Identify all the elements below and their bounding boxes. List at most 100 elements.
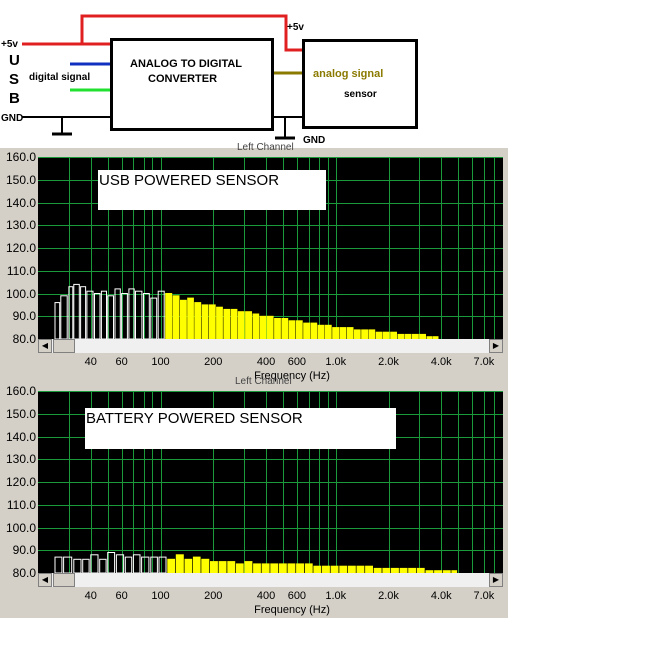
y-axis-ticks: 160.0 150.0 140.0 130.0 120.0 110.0 100.0 90.0 8… [0,148,38,348]
spectrum-bar [259,315,267,339]
spectrum-bar [382,331,390,339]
spectrum-bar [210,561,218,573]
x-tick-label: 7.0k [473,356,495,368]
spectrum-bar [230,308,238,339]
scroll-thumb[interactable] [53,573,75,587]
spectrum-bar [252,313,260,339]
spectrum-bar [330,565,339,573]
usb-letter-u: U [9,52,20,69]
x-tick-label: 600 [287,590,307,602]
scroll-thumb[interactable] [53,339,75,353]
x-tick-label: 200 [204,356,223,368]
spectrum-bar [304,563,313,573]
spectrum-bar [194,302,202,339]
spectrum-bar [201,558,210,573]
y-tick-label: 90.0 [12,543,36,558]
plus5v-top-label: +5v [287,22,304,33]
x-tick-label: 40 [84,356,97,368]
x-tick-label: 1.0k [325,356,347,368]
spectrum-bar [346,327,354,339]
spectrum-bar [237,311,245,339]
spectrum-bar [227,561,236,573]
battery-spectrum-panel: Left Channel BATTERY POWERED SENSOR 160.… [0,376,508,618]
y-tick-label: 80.0 [12,566,36,580]
spectrum-bar [73,558,82,573]
x-axis-label: Frequency (Hz) [254,370,330,382]
x-axis-ticks: 40 60 100 200 400 600 1.0k 2.0k 4.0k 7.0k [38,590,503,604]
spectrum-bar [201,304,209,339]
usb-letter-b: B [9,90,20,107]
spectrum-bar [180,299,187,339]
y-tick-label: 150.0 [5,406,36,421]
spectrum-bar [353,329,361,339]
spectrum-bar [94,293,101,339]
scroll-left-button[interactable]: ◀ [38,573,52,587]
spectrum-bar [281,318,289,339]
spectrum-bar [175,554,184,573]
scroll-left-button[interactable]: ◀ [38,339,52,353]
x-tick-label: 400 [256,590,276,602]
scroll-right-button[interactable]: ▶ [489,573,503,587]
x-tick-label: 2.0k [378,590,399,602]
y-tick-label: 130.0 [5,218,36,233]
x-axis-label: Frequency (Hz) [254,604,330,616]
y-tick-label: 130.0 [5,452,36,467]
x-tick-label: 600 [287,356,307,368]
x-tick-label: 60 [115,590,128,602]
gnd-left-label: GND [1,113,24,124]
y-tick-label: 100.0 [5,286,36,301]
y-tick-label: 160.0 [5,150,36,164]
y-tick-label: 120.0 [5,475,36,489]
chart-header: Left Channel [237,142,294,153]
spectrum-bar [54,302,61,339]
spectrum-bar [208,304,216,339]
x-tick-label: 2.0k [378,356,399,368]
spectrum-bar [310,322,318,339]
y-tick-label: 110.0 [6,497,36,512]
spectrum-bar [324,324,332,339]
spectrum-bar [165,293,173,339]
analog-signal-label: analog signal [313,68,384,80]
spectrum-bar [124,556,133,573]
adc-title-line2: CONVERTER [148,73,218,85]
spectrum-bar [143,293,150,339]
spectrum-bar [223,308,231,339]
spectrum-bar [390,331,398,339]
spectrum-bar [54,556,63,573]
usb-spectrum-panel: Left Channel USB POWERED SENSOR 160.0 150… [0,142,508,384]
spectrum-bar [141,556,150,573]
spectrum-bar [150,297,158,339]
spectrum-bar [63,556,73,573]
chart-header: Left Channel [235,376,292,387]
x-tick-label: 4.0k [430,356,452,368]
spectrum-bar [253,563,261,573]
spectrum-bar [278,563,287,573]
x-tick-label: 100 [151,590,170,602]
scroll-right-button[interactable]: ▶ [489,339,503,353]
y-tick-label: 80.0 [12,332,36,346]
x-tick-label: 7.0k [473,590,495,602]
spectrum-bar [73,283,80,339]
digital-signal-label: digital signal [29,72,91,83]
y-tick-label: 150.0 [5,172,36,187]
spectrum-bar [82,558,90,573]
chart-sensor-label: USB POWERED SENSOR [98,170,326,210]
horizontal-scrollbar[interactable]: ◀ ▶ [38,573,503,587]
x-tick-label: 1.0k [325,590,347,602]
x-tick-label: 4.0k [430,590,452,602]
horizontal-scrollbar[interactable]: ◀ ▶ [38,339,503,353]
sensor-box: analog signal sensor [302,39,418,129]
spectrum-bar [287,563,296,573]
spectrum-bar [361,329,369,339]
spectrum-bar [235,563,244,573]
x-axis-ticks: 40 60 100 200 400 600 1.0k 2.0k 4.0k 7.0k [38,356,503,370]
spectrum-bar [158,556,167,573]
spectrum-bar [375,331,383,339]
x-tick-label: 400 [256,356,276,368]
y-tick-label: 100.0 [5,520,36,535]
spectrum-bar [244,561,253,573]
spectrum-bar [86,290,94,339]
spectrum-bar [317,324,325,339]
spectrum-bar [192,556,201,573]
spectrum-bar [216,306,223,339]
